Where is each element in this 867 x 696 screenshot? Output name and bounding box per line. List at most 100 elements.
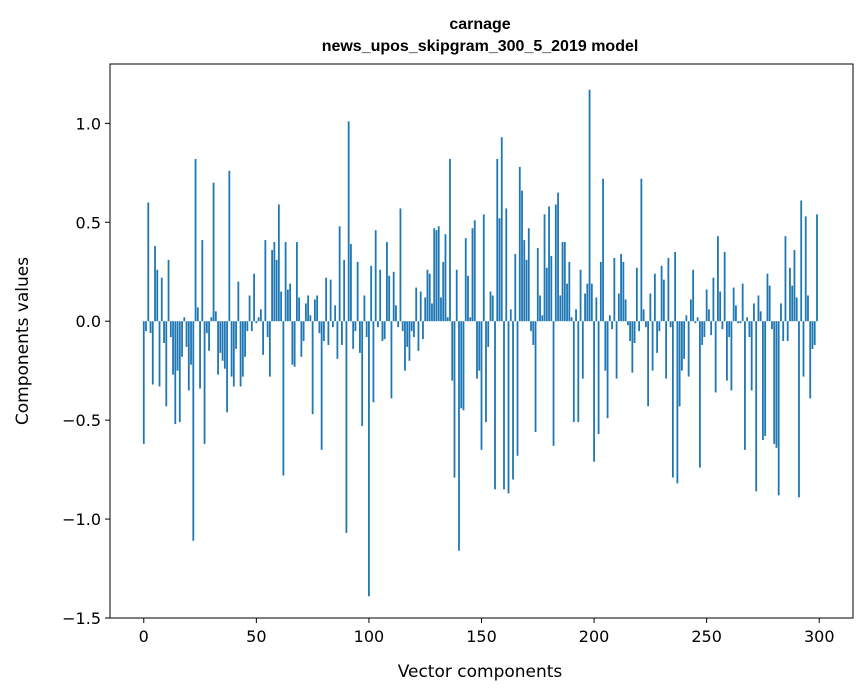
bar (480, 321, 483, 450)
bar (789, 267, 791, 322)
bar (230, 321, 233, 377)
bar (401, 321, 404, 332)
bar (489, 291, 492, 322)
bar (759, 311, 762, 322)
bar (642, 309, 645, 322)
bar (559, 295, 562, 322)
bar (212, 182, 215, 322)
bar (640, 178, 643, 322)
bar (201, 240, 204, 322)
bar (424, 297, 427, 322)
bar (372, 321, 375, 403)
bar (694, 321, 697, 324)
bar (802, 321, 805, 377)
bar (437, 226, 440, 322)
bar (768, 285, 771, 322)
bar (181, 321, 183, 357)
bar (435, 230, 438, 322)
bar (683, 321, 686, 359)
bar (705, 289, 708, 322)
x-tick-label: 250 (691, 627, 722, 646)
bar (446, 317, 449, 322)
bar (469, 317, 472, 322)
bar (530, 321, 532, 332)
bar (433, 228, 436, 322)
x-axis-label: Vector components (398, 662, 563, 682)
bar (295, 242, 298, 322)
bar (395, 305, 397, 322)
bar (431, 303, 433, 322)
bar (649, 293, 652, 322)
bar (660, 265, 663, 322)
bar (773, 321, 776, 444)
bar (232, 321, 235, 387)
bar (579, 269, 582, 322)
bar (388, 275, 391, 322)
chart-subtitle: news_upos_skipgram_300_5_2019 model (322, 38, 639, 55)
bar (187, 321, 190, 391)
bar (599, 261, 602, 322)
bar (298, 297, 301, 322)
bar (413, 321, 415, 338)
bar (748, 321, 751, 338)
bar (160, 277, 163, 322)
bar (505, 208, 508, 322)
bar (626, 321, 629, 326)
bar (244, 321, 246, 357)
bar (343, 259, 346, 322)
bar (280, 291, 283, 322)
bar (512, 321, 514, 480)
x-tick-label: 150 (466, 627, 497, 646)
bar (250, 321, 253, 332)
bar (455, 269, 458, 322)
bar (219, 321, 222, 353)
bar (271, 249, 274, 322)
bar (361, 321, 364, 427)
bar (766, 273, 769, 322)
bar (183, 317, 186, 322)
bar (178, 321, 181, 423)
bar (500, 137, 503, 322)
bar (307, 295, 310, 322)
bar (205, 321, 208, 334)
bar (581, 321, 584, 379)
bar (350, 244, 352, 322)
bar (467, 275, 469, 322)
bar (145, 321, 147, 332)
bar (658, 321, 661, 332)
bar (476, 321, 478, 379)
bar (708, 309, 710, 322)
bar (257, 317, 260, 322)
bar (782, 321, 785, 341)
y-axis-label: Components values (13, 257, 33, 425)
bar (239, 321, 242, 387)
bar (365, 321, 368, 338)
bar (318, 321, 321, 334)
bar (631, 321, 634, 373)
bar (368, 321, 370, 597)
bar (568, 261, 571, 322)
bar (264, 240, 267, 322)
bar (176, 321, 179, 371)
x-tick-label: 200 (579, 627, 610, 646)
bar (163, 321, 165, 343)
bar (633, 321, 636, 343)
bar (374, 230, 377, 322)
bar (611, 321, 613, 330)
bar (444, 234, 447, 322)
bar (151, 321, 154, 385)
bar (404, 321, 406, 371)
bar (491, 295, 494, 322)
bar (595, 297, 598, 322)
bar (804, 216, 807, 322)
bar (730, 321, 733, 391)
bar (158, 321, 161, 387)
bar (665, 321, 668, 379)
bar (516, 321, 519, 456)
bar (577, 321, 580, 423)
bar (453, 321, 456, 478)
bar (464, 238, 467, 322)
bar (498, 218, 501, 322)
bar (545, 267, 548, 322)
bar (408, 321, 411, 361)
